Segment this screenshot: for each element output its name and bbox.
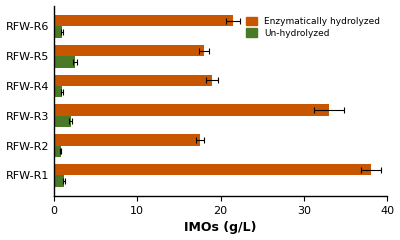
Bar	[54, 116, 70, 127]
Bar	[54, 145, 60, 157]
Bar	[54, 134, 200, 145]
X-axis label: IMOs (g/L): IMOs (g/L)	[184, 222, 257, 234]
Bar	[54, 26, 62, 38]
Bar	[54, 15, 233, 26]
Bar	[54, 164, 371, 175]
Bar	[54, 56, 75, 67]
Legend: Enzymatically hydrolyzed, Un-hydrolyzed: Enzymatically hydrolyzed, Un-hydrolyzed	[243, 14, 383, 40]
Bar	[54, 45, 204, 56]
Bar	[54, 86, 62, 97]
Bar	[54, 104, 329, 116]
Bar	[54, 175, 64, 187]
Bar	[54, 75, 212, 86]
